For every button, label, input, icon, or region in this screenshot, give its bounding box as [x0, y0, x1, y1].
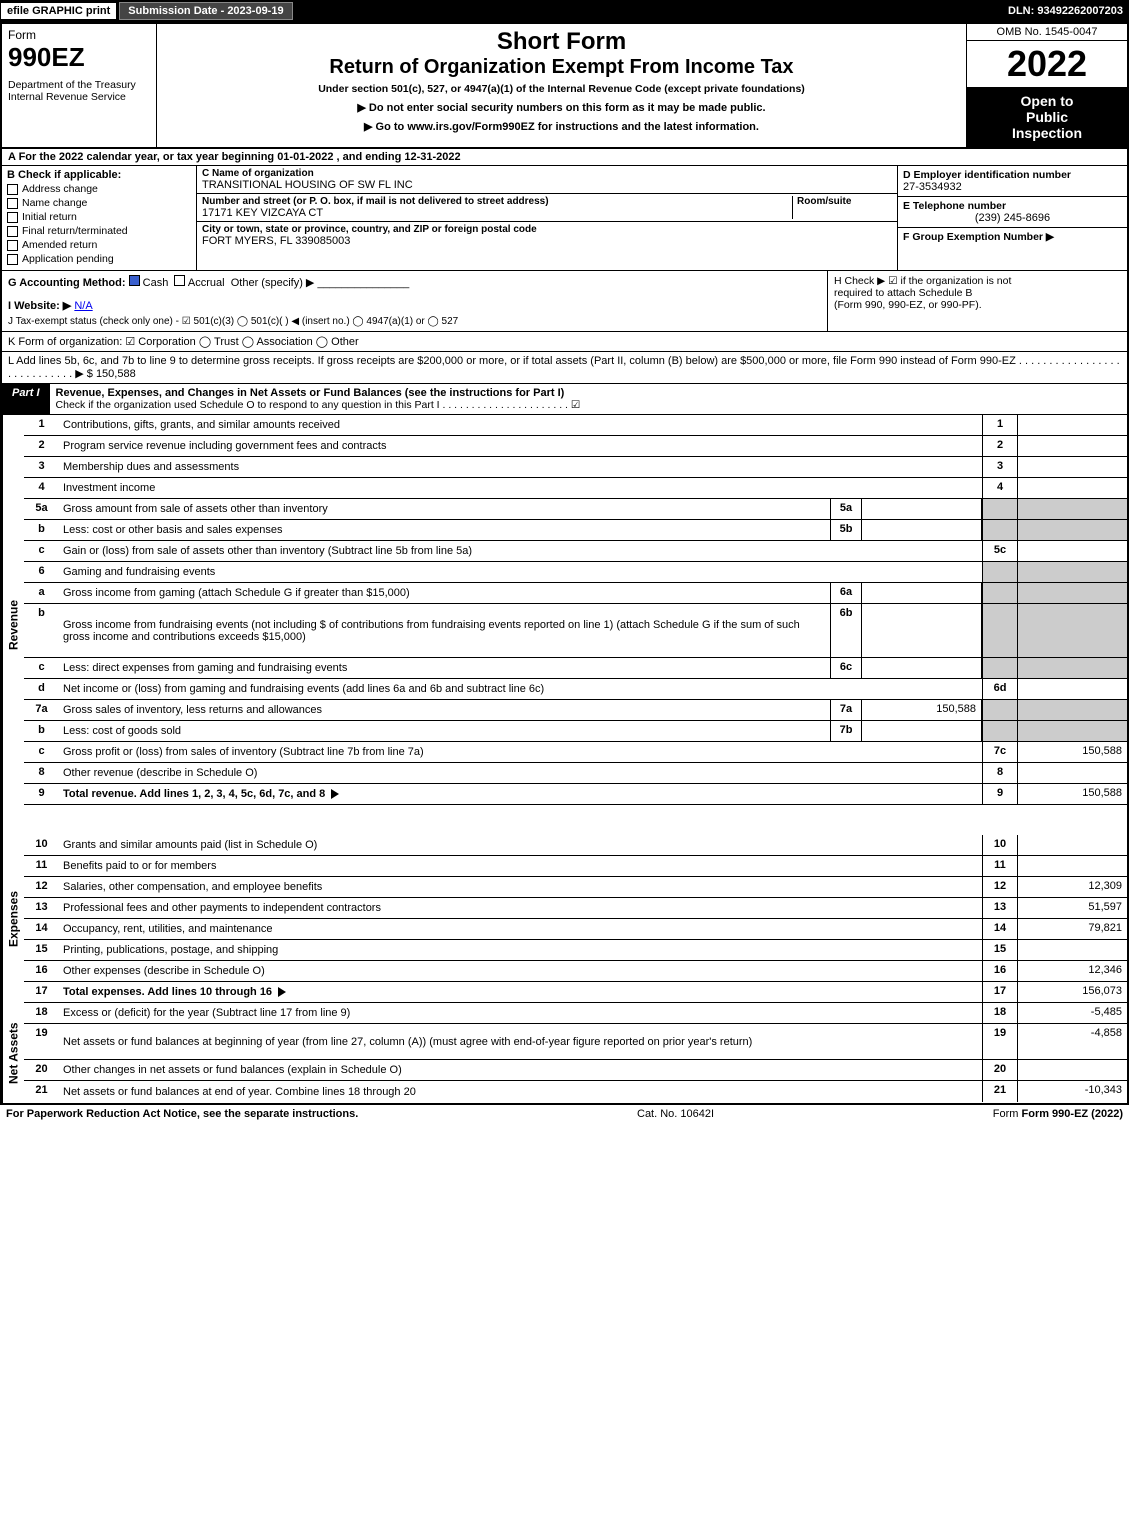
section-g: G Accounting Method: Cash Accrual Other …	[8, 275, 821, 289]
street-value: 17171 KEY VIZCAYA CT	[202, 207, 792, 219]
section-k: K Form of organization: ☑ Corporation ◯ …	[0, 332, 1129, 352]
line-19: 19Net assets or fund balances at beginni…	[24, 1024, 1127, 1060]
city-value: FORT MYERS, FL 339085003	[202, 235, 892, 247]
ein-label: D Employer identification number	[903, 169, 1122, 181]
section-a: A For the 2022 calendar year, or tax yea…	[0, 149, 1129, 166]
footer-right: Form Form 990-EZ (2022)	[993, 1108, 1123, 1120]
phone-value: (239) 245-8696	[903, 212, 1122, 224]
street-label: Number and street (or P. O. box, if mail…	[202, 196, 792, 207]
org-name: TRANSITIONAL HOUSING OF SW FL INC	[202, 179, 892, 191]
line-20: 20Other changes in net assets or fund ba…	[24, 1060, 1127, 1081]
chk-cash[interactable]	[129, 275, 140, 286]
goto-instr[interactable]: ▶ Go to www.irs.gov/Form990EZ for instru…	[165, 120, 958, 133]
sections-def: D Employer identification number 27-3534…	[897, 166, 1127, 270]
room-label: Room/suite	[797, 196, 892, 207]
chk-final-return[interactable]: Final return/terminated	[7, 225, 191, 237]
dln: DLN: 93492262007203	[1008, 5, 1129, 17]
line-9: 9Total revenue. Add lines 1, 2, 3, 4, 5c…	[24, 784, 1127, 805]
sections-gh: G Accounting Method: Cash Accrual Other …	[0, 271, 1129, 332]
chk-application-pending[interactable]: Application pending	[7, 253, 191, 265]
line-6a: aGross income from gaming (attach Schedu…	[24, 583, 1127, 604]
line-21: 21Net assets or fund balances at end of …	[24, 1081, 1127, 1102]
chk-name-change[interactable]: Name change	[7, 197, 191, 209]
footer-left: For Paperwork Reduction Act Notice, see …	[6, 1108, 358, 1120]
form-number: 990EZ	[8, 42, 150, 73]
line-17: 17Total expenses. Add lines 10 through 1…	[24, 982, 1127, 1003]
line-18: 18Excess or (deficit) for the year (Subt…	[24, 1003, 1127, 1024]
ein-value: 27-3534932	[903, 181, 1122, 193]
part1-check: Check if the organization used Schedule …	[56, 399, 581, 411]
line-6: 6Gaming and fundraising events	[24, 562, 1127, 583]
part1-title: Revenue, Expenses, and Changes in Net As…	[56, 387, 565, 399]
expenses-side-label: Expenses	[2, 835, 24, 1003]
footer-mid: Cat. No. 10642I	[637, 1108, 714, 1120]
line-5b: bLess: cost or other basis and sales exp…	[24, 520, 1127, 541]
section-h: H Check ▶ ☑ if the organization is not r…	[827, 271, 1127, 331]
group-exemption-label: F Group Exemption Number ▶	[903, 231, 1054, 243]
arrow-icon	[278, 987, 286, 997]
line-11: 11Benefits paid to or for members11	[24, 856, 1127, 877]
line-5a: 5aGross amount from sale of assets other…	[24, 499, 1127, 520]
line-13: 13Professional fees and other payments t…	[24, 898, 1127, 919]
section-b: B Check if applicable: Address change Na…	[2, 166, 197, 270]
chk-initial-return[interactable]: Initial return	[7, 211, 191, 223]
phone-label: E Telephone number	[903, 200, 1122, 212]
part1-label: Part I	[2, 384, 50, 402]
website-value[interactable]: N/A	[74, 300, 92, 312]
page-footer: For Paperwork Reduction Act Notice, see …	[0, 1105, 1129, 1123]
sections-bcdef: B Check if applicable: Address change Na…	[0, 166, 1129, 271]
section-b-title: B Check if applicable:	[7, 169, 191, 181]
line-12: 12Salaries, other compensation, and empl…	[24, 877, 1127, 898]
line-5c: cGain or (loss) from sale of assets othe…	[24, 541, 1127, 562]
line-14: 14Occupancy, rent, utilities, and mainte…	[24, 919, 1127, 940]
section-j: J Tax-exempt status (check only one) - ☑…	[8, 316, 821, 327]
line-10: 10Grants and similar amounts paid (list …	[24, 835, 1127, 856]
line-15: 15Printing, publications, postage, and s…	[24, 940, 1127, 961]
dept-treasury: Department of the Treasury	[8, 79, 150, 91]
short-form-title: Short Form	[165, 28, 958, 56]
city-label: City or town, state or province, country…	[202, 224, 892, 235]
part1-table: Revenue 1Contributions, gifts, grants, a…	[0, 415, 1129, 1105]
org-name-label: C Name of organization	[202, 168, 892, 179]
netassets-side-label: Net Assets	[2, 1003, 24, 1103]
line-16: 16Other expenses (describe in Schedule O…	[24, 961, 1127, 982]
section-l: L Add lines 5b, 6c, and 7b to line 9 to …	[0, 352, 1129, 384]
efile-label[interactable]: efile GRAPHIC print	[0, 2, 117, 20]
chk-address-change[interactable]: Address change	[7, 183, 191, 195]
open-public-badge: Open toPublicInspection	[967, 87, 1127, 147]
under-section: Under section 501(c), 527, or 4947(a)(1)…	[165, 83, 958, 95]
section-i: I Website: ▶ N/A	[8, 299, 821, 312]
form-header: Form 990EZ Department of the Treasury In…	[0, 22, 1129, 149]
line-7b: bLess: cost of goods sold7b	[24, 721, 1127, 742]
gross-receipts: 150,588	[96, 368, 136, 380]
part1-header: Part I Revenue, Expenses, and Changes in…	[0, 384, 1129, 415]
form-word: Form	[8, 28, 150, 42]
donot-instr: ▶ Do not enter social security numbers o…	[165, 101, 958, 114]
irs-label: Internal Revenue Service	[8, 91, 150, 103]
line-4: 4Investment income4	[24, 478, 1127, 499]
top-bar: efile GRAPHIC print Submission Date - 20…	[0, 0, 1129, 22]
chk-amended-return[interactable]: Amended return	[7, 239, 191, 251]
line-7c: cGross profit or (loss) from sales of in…	[24, 742, 1127, 763]
line-8: 8Other revenue (describe in Schedule O)8	[24, 763, 1127, 784]
section-c: C Name of organization TRANSITIONAL HOUS…	[197, 166, 897, 270]
line-3: 3Membership dues and assessments3	[24, 457, 1127, 478]
line-1: 1Contributions, gifts, grants, and simil…	[24, 415, 1127, 436]
line-6b: bGross income from fundraising events (n…	[24, 604, 1127, 658]
line-6d: dNet income or (loss) from gaming and fu…	[24, 679, 1127, 700]
chk-accrual[interactable]	[174, 275, 185, 286]
tax-year: 2022	[967, 41, 1127, 87]
return-title: Return of Organization Exempt From Incom…	[165, 56, 958, 79]
line-7a: 7aGross sales of inventory, less returns…	[24, 700, 1127, 721]
omb-number: OMB No. 1545-0047	[967, 24, 1127, 41]
revenue-side-label: Revenue	[2, 415, 24, 835]
arrow-icon	[331, 789, 339, 799]
line-6c: cLess: direct expenses from gaming and f…	[24, 658, 1127, 679]
line-2: 2Program service revenue including gover…	[24, 436, 1127, 457]
submission-date: Submission Date - 2023-09-19	[119, 2, 292, 20]
